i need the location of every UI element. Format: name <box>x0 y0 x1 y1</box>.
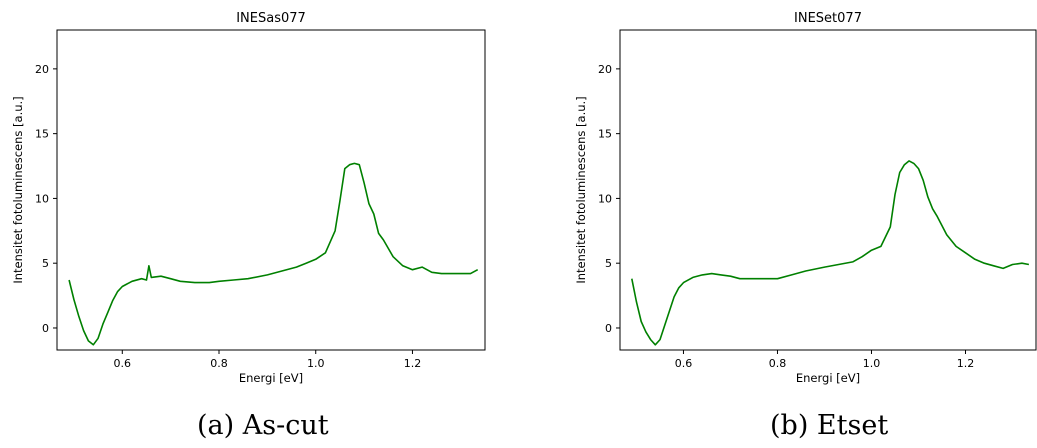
y-tick-label: 15 <box>598 128 612 141</box>
series-line-1 <box>631 160 1030 346</box>
y-tick-label: 5 <box>42 257 49 270</box>
y-tick-label: 20 <box>598 63 612 76</box>
y-tick-label: 0 <box>42 322 49 335</box>
y-tick-label: 15 <box>35 128 49 141</box>
axes-frame <box>619 29 1037 351</box>
x-axis-label: Energi [eV] <box>239 371 303 385</box>
x-tick-label: 1.0 <box>863 357 881 370</box>
x-tick-label: 1.2 <box>957 357 975 370</box>
x-tick-label: 0.6 <box>114 357 132 370</box>
axes-frame <box>56 29 486 351</box>
y-tick-label: 10 <box>35 192 49 205</box>
x-tick-label: 0.8 <box>769 357 787 370</box>
chart-panel-2: INESet077 0.6 0.8 1.0 1.2 0 5 10 15 20 Energi [eV]… <box>574 11 1037 385</box>
x-tick-label: 0.8 <box>210 357 228 370</box>
y-tick-label: 5 <box>605 257 612 270</box>
chart-panel-1: INESas077 0.6 0.8 1.0 1.2 0 5 10 15 20 Energi [eV]… <box>11 11 486 385</box>
chart-title: INESas077 <box>236 11 306 26</box>
x-axis-label: Energi [eV] <box>796 371 860 385</box>
y-axis-label: Intensitet fotoluminescens [a.u.] <box>11 96 25 283</box>
series-line-1 <box>68 162 479 346</box>
y-tick-label: 20 <box>35 63 49 76</box>
caption-right: (b) Etset <box>770 410 889 441</box>
x-tick-label: 1.2 <box>404 357 422 370</box>
y-tick-label: 10 <box>598 192 612 205</box>
y-tick-label: 0 <box>605 322 612 335</box>
x-tick-label: 0.6 <box>675 357 693 370</box>
y-axis-label: Intensitet fotoluminescens [a.u.] <box>574 96 588 283</box>
chart-title: INESet077 <box>794 11 862 26</box>
x-tick-label: 1.0 <box>307 357 325 370</box>
caption-left: (a) As-cut <box>197 410 329 441</box>
